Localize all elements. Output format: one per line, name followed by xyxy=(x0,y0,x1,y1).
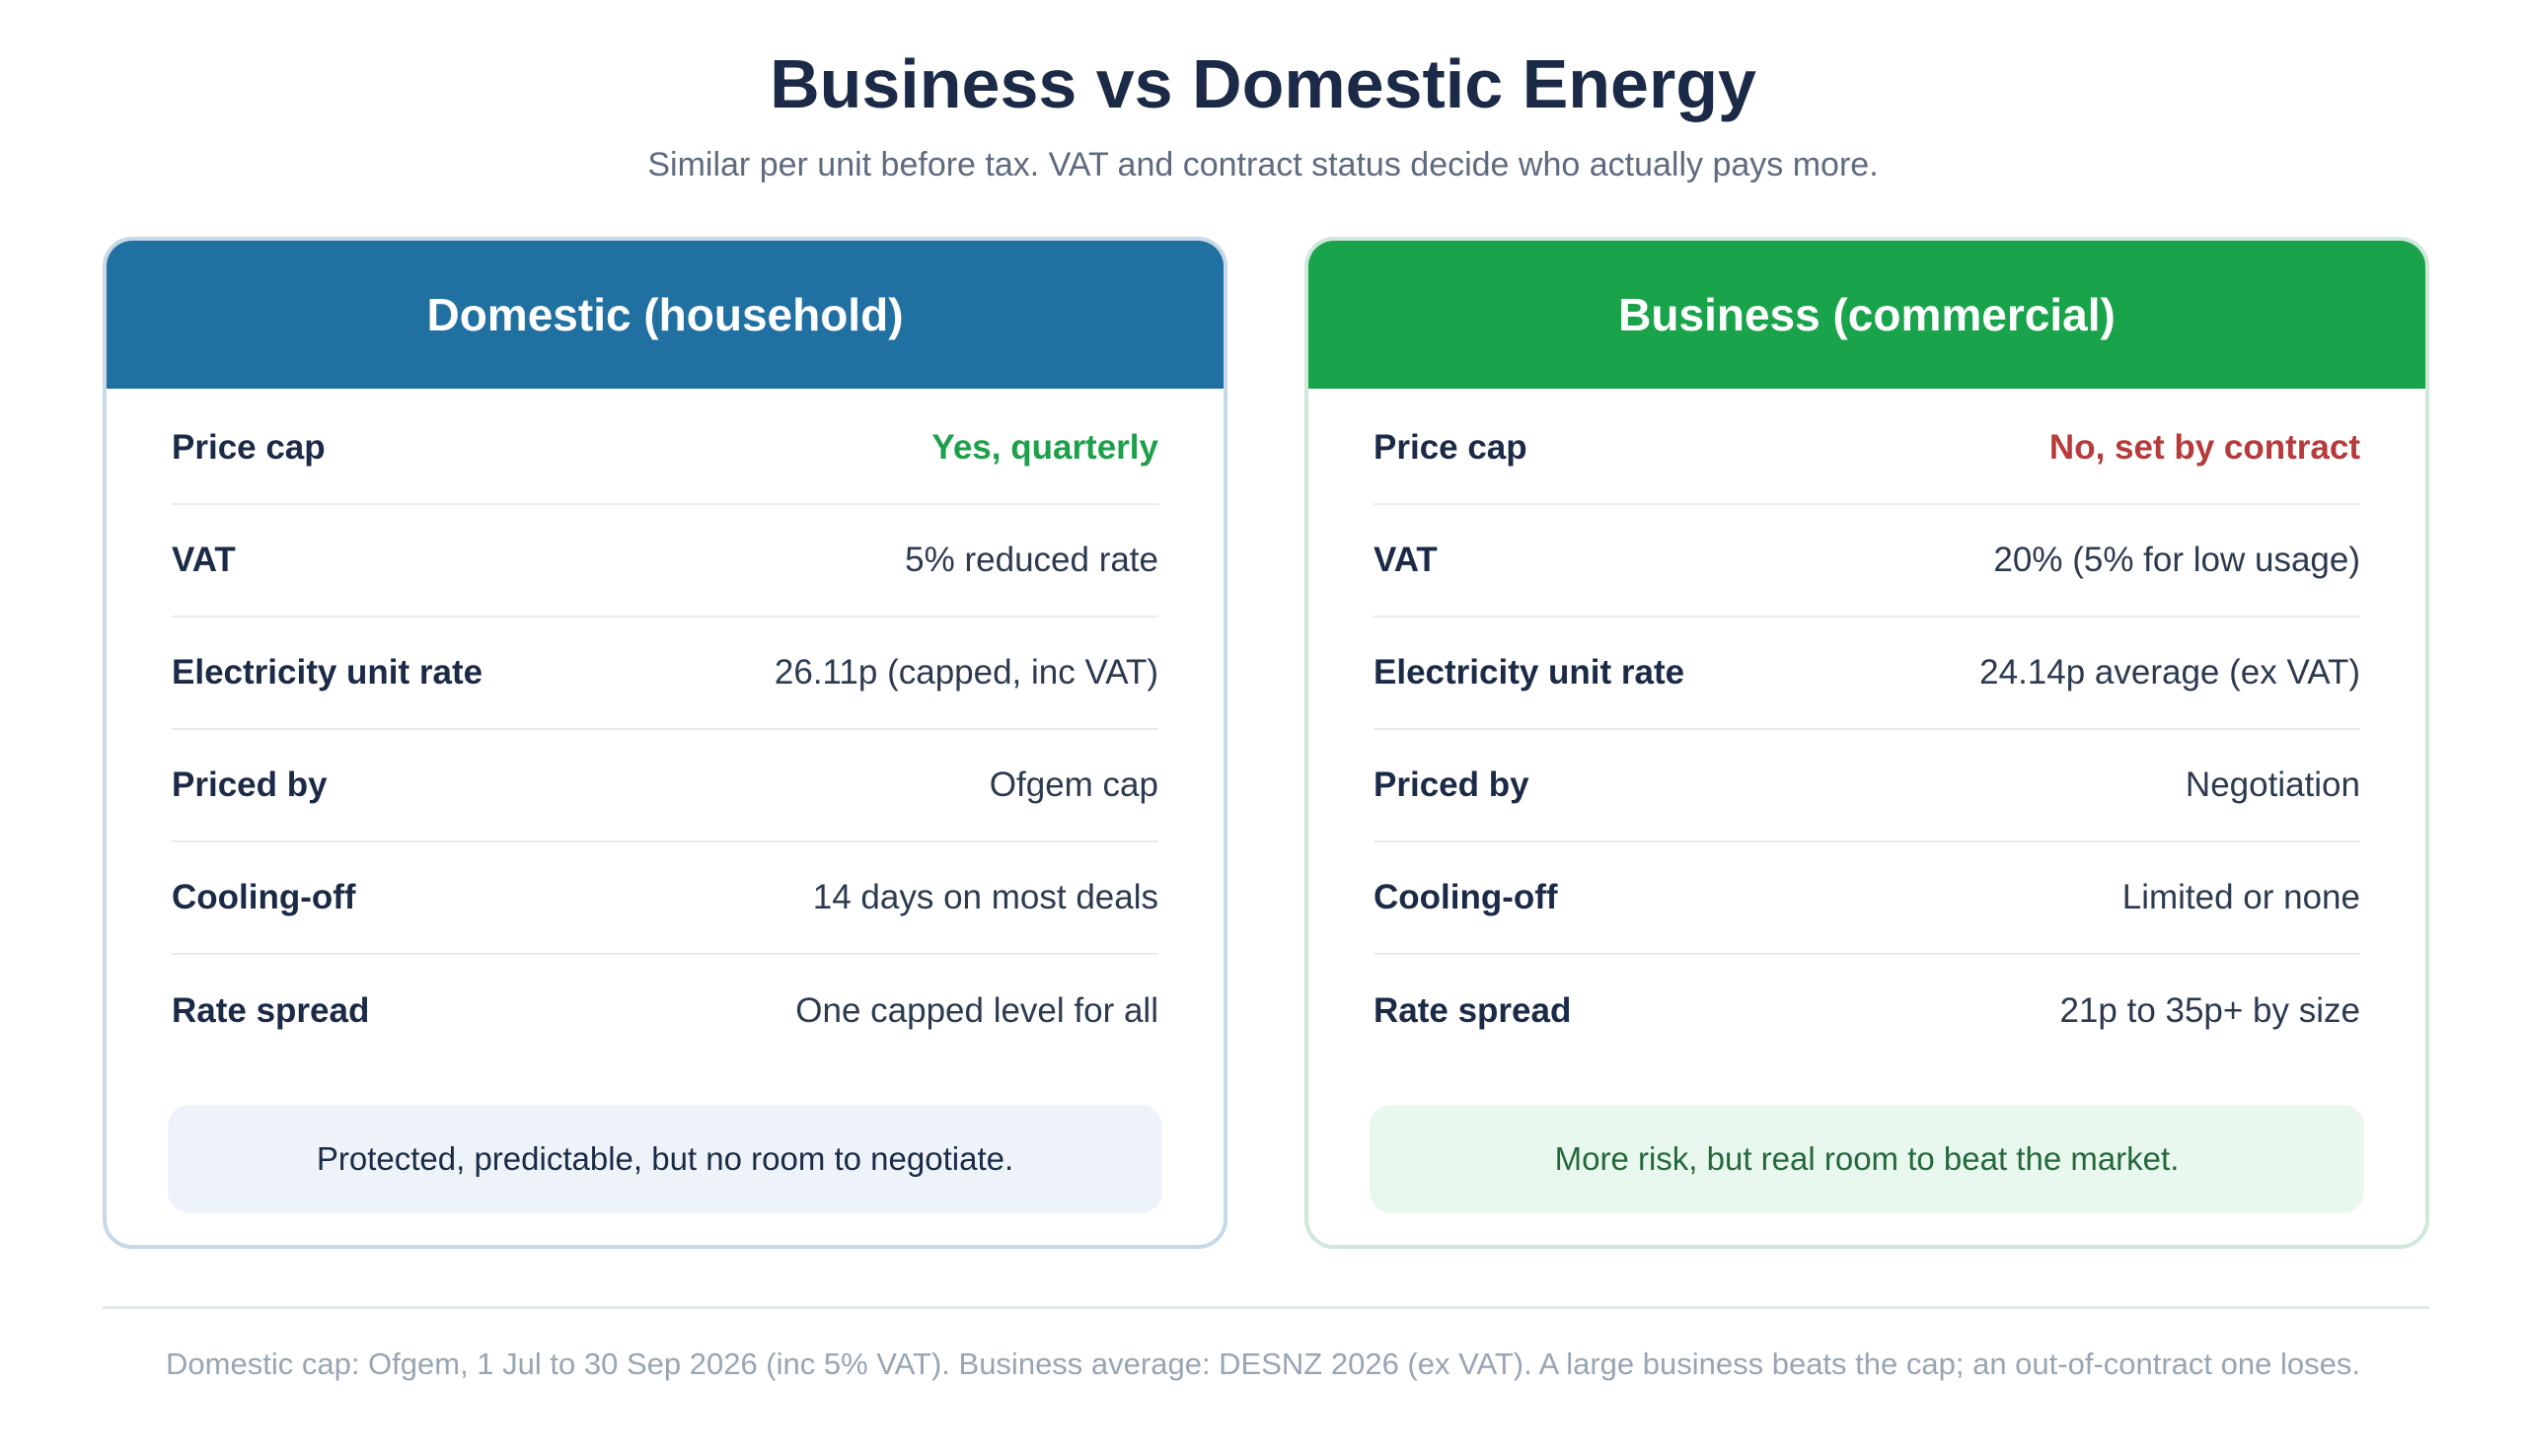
domestic-row-priced-by: Priced by Ofgem cap xyxy=(172,730,1158,842)
row-label: Cooling-off xyxy=(1374,878,1558,916)
business-row-cooling-off: Cooling-off Limited or none xyxy=(1374,842,2360,955)
row-label: VAT xyxy=(172,541,236,579)
domestic-rows: Price cap Yes, quarterly VAT 5% reduced … xyxy=(172,393,1158,1067)
row-value: 20% (5% for low usage) xyxy=(1993,541,2360,579)
domestic-card: Domestic (household) Price cap Yes, quar… xyxy=(103,237,1227,1249)
row-label: VAT xyxy=(1374,541,1438,579)
row-value: Negotiation xyxy=(2185,765,2360,804)
row-value: Limited or none xyxy=(2121,878,2360,916)
row-value: Yes, quarterly xyxy=(931,428,1158,467)
row-value: One capped level for all xyxy=(795,991,1158,1030)
row-value: 5% reduced rate xyxy=(905,541,1158,579)
page-subtitle: Similar per unit before tax. VAT and con… xyxy=(647,146,1879,183)
business-row-vat: VAT 20% (5% for low usage) xyxy=(1374,505,2360,618)
business-rows: Price cap No, set by contract VAT 20% (5… xyxy=(1374,393,2360,1067)
business-card-heading: Business (commercial) xyxy=(1308,241,2425,389)
domestic-row-vat: VAT 5% reduced rate xyxy=(172,505,1158,618)
row-value: 26.11p (capped, inc VAT) xyxy=(774,653,1158,692)
domestic-card-heading: Domestic (household) xyxy=(107,241,1224,389)
row-label: Electricity unit rate xyxy=(172,653,483,692)
row-value: 14 days on most deals xyxy=(812,878,1158,916)
row-label: Rate spread xyxy=(172,991,370,1030)
row-label: Price cap xyxy=(1374,428,1527,467)
row-value: 24.14p average (ex VAT) xyxy=(1979,653,2360,692)
row-label: Cooling-off xyxy=(172,878,356,916)
business-row-unit-rate: Electricity unit rate 24.14p average (ex… xyxy=(1374,618,2360,730)
row-label: Electricity unit rate xyxy=(1374,653,1685,692)
row-label: Priced by xyxy=(1374,765,1529,804)
business-summary: More risk, but real room to beat the mar… xyxy=(1370,1105,2364,1213)
business-card: Business (commercial) Price cap No, set … xyxy=(1304,237,2429,1249)
domestic-row-unit-rate: Electricity unit rate 26.11p (capped, in… xyxy=(172,618,1158,730)
row-label: Price cap xyxy=(172,428,326,467)
page-title: Business vs Domestic Energy xyxy=(770,45,1756,122)
business-row-price-cap: Price cap No, set by contract xyxy=(1374,393,2360,505)
business-row-rate-spread: Rate spread 21p to 35p+ by size xyxy=(1374,955,2360,1067)
row-value: 21p to 35p+ by size xyxy=(2059,991,2360,1030)
domestic-row-cooling-off: Cooling-off 14 days on most deals xyxy=(172,842,1158,955)
row-value: No, set by contract xyxy=(2048,428,2360,467)
row-label: Rate spread xyxy=(1374,991,1572,1030)
domestic-row-rate-spread: Rate spread One capped level for all xyxy=(172,955,1158,1067)
row-label: Priced by xyxy=(172,765,328,804)
source-footnote: Domestic cap: Ofgem, 1 Jul to 30 Sep 202… xyxy=(166,1347,2360,1381)
domestic-row-price-cap: Price cap Yes, quarterly xyxy=(172,393,1158,505)
domestic-summary: Protected, predictable, but no room to n… xyxy=(168,1105,1162,1213)
row-value: Ofgem cap xyxy=(989,765,1158,804)
footer-divider xyxy=(103,1306,2429,1309)
business-row-priced-by: Priced by Negotiation xyxy=(1374,730,2360,842)
